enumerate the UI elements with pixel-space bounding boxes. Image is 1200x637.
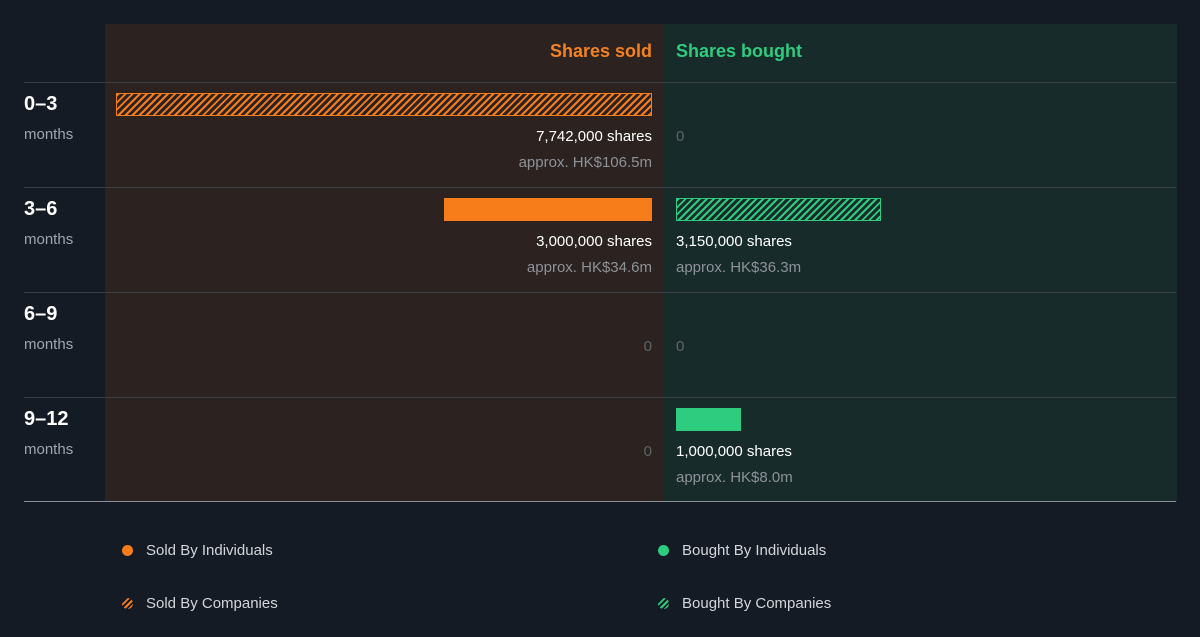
bought-shares-value: 1,000,000 shares bbox=[676, 443, 792, 460]
shares-bought-panel bbox=[664, 24, 1177, 502]
period-label: 3–6 bbox=[24, 198, 58, 220]
legend-marker-bought-individuals bbox=[658, 545, 669, 556]
legend-label-bought-individuals: Bought By Individuals bbox=[682, 542, 827, 559]
period-label: 6–9 bbox=[24, 303, 58, 325]
period-unit: months bbox=[24, 336, 74, 353]
period-label: 0–3 bbox=[24, 93, 58, 115]
chart-baseline bbox=[24, 501, 1176, 502]
period-unit: months bbox=[24, 231, 74, 248]
sold-individuals-bar bbox=[444, 198, 652, 221]
sold-zero-value: 0 bbox=[643, 338, 652, 355]
legend-label-bought-companies: Bought By Companies bbox=[682, 595, 832, 612]
sold-shares-value: 7,742,000 shares bbox=[536, 128, 652, 145]
sold-companies-bar bbox=[116, 93, 652, 116]
bought-individuals-bar bbox=[676, 408, 741, 431]
bought-companies-bar bbox=[676, 198, 881, 221]
sold-shares-value: 3,000,000 shares bbox=[536, 233, 652, 250]
bought-approx-value: approx. HK$8.0m bbox=[676, 469, 793, 486]
sold-approx-value: approx. HK$34.6m bbox=[526, 259, 652, 276]
period-unit: months bbox=[24, 441, 74, 458]
sold-zero-value: 0 bbox=[643, 443, 652, 460]
legend-marker-sold-companies bbox=[122, 598, 133, 609]
shares-sold-header: Shares sold bbox=[549, 41, 652, 61]
bought-approx-value: approx. HK$36.3m bbox=[676, 259, 802, 276]
shares-bought-header: Shares bought bbox=[676, 41, 803, 61]
period-unit: months bbox=[24, 126, 74, 143]
sold-approx-value: approx. HK$106.5m bbox=[518, 154, 652, 171]
legend-label-sold-companies: Sold By Companies bbox=[146, 595, 278, 612]
legend-label-sold-individuals: Sold By Individuals bbox=[146, 542, 273, 559]
bought-zero-value: 0 bbox=[676, 338, 685, 355]
bought-shares-value: 3,150,000 shares bbox=[676, 233, 792, 250]
row-divider bbox=[24, 397, 1176, 398]
legend-marker-sold-individuals bbox=[122, 545, 133, 556]
bought-zero-value: 0 bbox=[676, 128, 685, 145]
legend-marker-bought-companies bbox=[658, 598, 669, 609]
row-divider bbox=[24, 292, 1176, 293]
row-divider bbox=[24, 82, 1176, 83]
row-divider bbox=[24, 187, 1176, 188]
period-label: 9–12 bbox=[24, 408, 69, 430]
